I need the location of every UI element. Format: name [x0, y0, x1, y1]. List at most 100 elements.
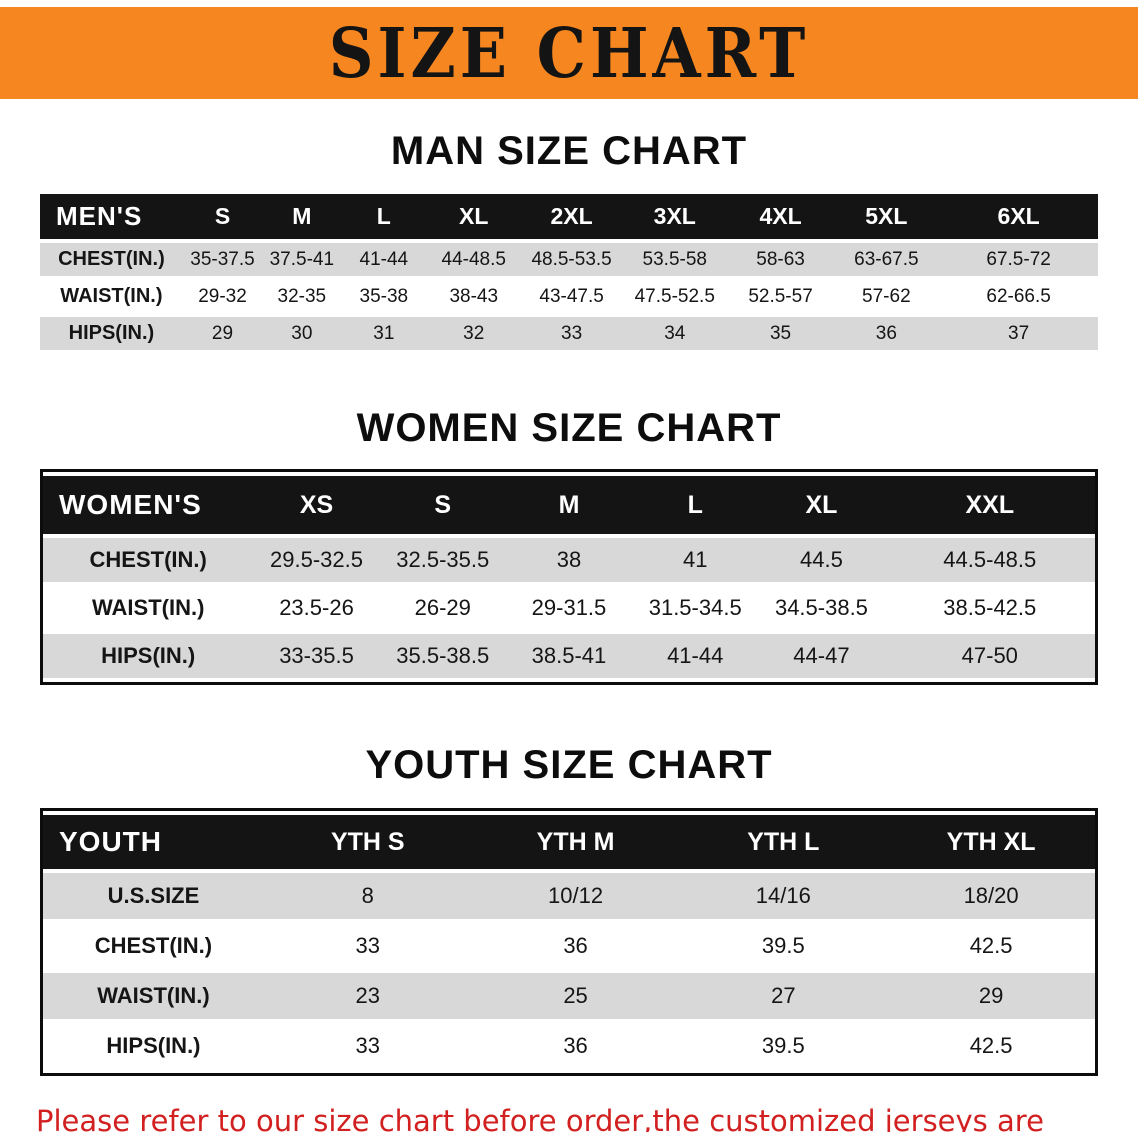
- men-section-heading: MAN SIZE CHART: [390, 129, 748, 173]
- size-value: 44.5: [758, 538, 885, 582]
- size-value: 38: [505, 538, 633, 582]
- size-column-header: YTH L: [679, 815, 888, 869]
- measurement-row: WAIST(IN.) 23.5-26 26-29 29-31.5 31.5-34.5 34…: [43, 586, 1095, 630]
- measurement-row: CHEST(IN.) 33 36 39.5 42.5: [43, 923, 1095, 969]
- size-value: 23: [263, 973, 472, 1019]
- size-value: 8: [263, 873, 472, 919]
- measurement-row: CHEST(IN.) 29.5-32.5 32.5-35.5 38 41 44.5 44.5…: [43, 538, 1095, 582]
- size-value: 25: [471, 973, 680, 1019]
- disclaimer: Please refer to our size chart before or…: [0, 1076, 1138, 1132]
- size-value: 48.5-53.5: [521, 243, 622, 276]
- size-table-corner-label: MEN'S: [40, 194, 183, 239]
- youth-size-table: YOUTH YTH S YTH M YTH L YTH XL U.S.SIZE 8 10/12…: [40, 808, 1098, 1076]
- measurement-row-label: U.S.SIZE: [43, 873, 264, 919]
- size-value: 36: [563, 933, 588, 958]
- size-column-header: XS: [253, 476, 380, 534]
- size-value: 29: [182, 317, 263, 350]
- men-size-table: MEN'S S M L XL 2XL 3XL 4XL 5XL 6XL CHEST(IN.) 35-37…: [40, 190, 1098, 354]
- size-value: 33: [355, 933, 381, 958]
- size-value: 37: [939, 317, 1098, 350]
- size-column-header: XXL: [884, 476, 1095, 534]
- men-section: MAN SIZE CHART MEN'S S M L XL 2XL 3XL 4XL 5XL 6XL…: [0, 129, 1138, 354]
- measurement-row: U.S.SIZE 8 10/12 14/16 18/20: [43, 873, 1095, 919]
- women-table-wrap: WOMEN'S XS S M L XL XXL CHEST(IN.) 29.5-32.5 32.5…: [0, 469, 1138, 685]
- size-column-header: 5XL: [833, 194, 940, 239]
- size-value: 47-50: [884, 634, 1095, 678]
- size-value: 44.5-48.5: [884, 538, 1095, 582]
- size-value: 10/12: [471, 873, 680, 919]
- size-table-corner-label: YOUTH: [43, 815, 264, 869]
- size-value: 37.5-41: [262, 243, 342, 276]
- size-value: 58-63: [727, 243, 834, 276]
- size-value: 38.5-41: [505, 634, 633, 678]
- measurement-row-label: HIPS(IN.): [40, 317, 183, 350]
- size-value: 35-38: [359, 285, 409, 307]
- measurement-row: HIPS(IN.) 29 30 31 32 33 34 35 36 37: [40, 317, 1098, 350]
- size-value: 47.5-52.5: [634, 285, 715, 307]
- size-value: 26-29: [414, 595, 471, 620]
- measurement-row: CHEST(IN.) 35-37.5 37.5-41 41-44 44-48.5 48.5…: [40, 243, 1098, 276]
- size-column-header: 4XL: [727, 194, 834, 239]
- size-value: 29-32: [198, 285, 247, 307]
- measurement-row-label: WAIST(IN.): [60, 285, 163, 307]
- size-column-header: XL: [426, 194, 522, 239]
- measurement-row: HIPS(IN.) 33-35.5 35.5-38.5 38.5-41 41-44 44-…: [43, 634, 1095, 678]
- measurement-row: WAIST(IN.) 29-32 32-35 35-38 38-43 43-47.5 47.…: [40, 280, 1098, 313]
- size-value: 32.5-35.5: [379, 538, 506, 582]
- size-column-header: YTH M: [471, 815, 680, 869]
- size-column-header: 6XL: [939, 194, 1098, 239]
- size-value: 14/16: [679, 873, 888, 919]
- size-value: 27: [679, 973, 888, 1019]
- measurement-row-label: CHEST(IN.): [40, 243, 183, 276]
- size-value: 67.5-72: [939, 243, 1098, 276]
- size-value: 18/20: [887, 873, 1095, 919]
- measurement-row: HIPS(IN.) 33 36 39.5 42.5: [43, 1023, 1095, 1069]
- size-value: 35-37.5: [182, 243, 263, 276]
- size-value: 35.5-38.5: [379, 634, 506, 678]
- size-value: 33: [521, 317, 622, 350]
- size-value: 34.5-38.5: [774, 595, 868, 620]
- size-value: 42.5: [969, 1033, 1013, 1058]
- size-column-header: XL: [758, 476, 885, 534]
- size-column-header: 3XL: [621, 194, 728, 239]
- banner: SIZE CHART: [0, 7, 1138, 99]
- size-column-header: S: [379, 476, 506, 534]
- disclaimer-line-1: Please refer to our size chart before or…: [36, 1104, 1044, 1132]
- size-value: 43-47.5: [539, 285, 604, 307]
- size-value: 39.5: [761, 1033, 805, 1058]
- size-value: 32: [426, 317, 522, 350]
- size-column-header: M: [505, 476, 633, 534]
- size-value: 44-47: [758, 634, 885, 678]
- size-value: 39.5: [761, 933, 805, 958]
- size-value: 32-35: [277, 285, 327, 307]
- page-title: SIZE CHART: [328, 12, 810, 94]
- women-size-table: WOMEN'S XS S M L XL XXL CHEST(IN.) 29.5-32.5 32.5…: [40, 469, 1098, 685]
- size-value: 36: [563, 1033, 588, 1058]
- youth-section-heading: YOUTH SIZE CHART: [365, 743, 773, 787]
- size-value: 62-66.5: [986, 285, 1051, 307]
- table-header-row: MEN'S S M L XL 2XL 3XL 4XL 5XL 6XL: [40, 194, 1098, 239]
- size-column-header: S: [182, 194, 263, 239]
- measurement-row-label: HIPS(IN.): [43, 634, 254, 678]
- size-column-header: M: [262, 194, 342, 239]
- size-column-header: L: [341, 194, 427, 239]
- size-value: 38.5-42.5: [943, 595, 1037, 620]
- size-column-header: YTH XL: [887, 815, 1095, 869]
- size-value: 41-44: [632, 634, 759, 678]
- measurement-row-label: HIPS(IN.): [106, 1033, 201, 1058]
- size-value: 42.5: [969, 933, 1013, 958]
- youth-table-wrap: YOUTH YTH S YTH M YTH L YTH XL U.S.SIZE 8 10/12…: [0, 808, 1138, 1076]
- size-column-header: YTH S: [263, 815, 472, 869]
- size-value: 35: [727, 317, 834, 350]
- women-section: WOMEN SIZE CHART WOMEN'S XS S M L XL XXL CHEST(…: [0, 406, 1138, 685]
- size-value: 31: [341, 317, 427, 350]
- size-value: 38-43: [449, 285, 499, 307]
- size-value: 41: [632, 538, 759, 582]
- size-value: 29.5-32.5: [253, 538, 380, 582]
- size-value: 57-62: [862, 285, 911, 307]
- size-value: 30: [262, 317, 342, 350]
- size-value: 52.5-57: [748, 285, 813, 307]
- youth-section: YOUTH SIZE CHART YOUTH YTH S YTH M YTH L YTH…: [0, 743, 1138, 1076]
- size-value: 23.5-26: [279, 595, 354, 620]
